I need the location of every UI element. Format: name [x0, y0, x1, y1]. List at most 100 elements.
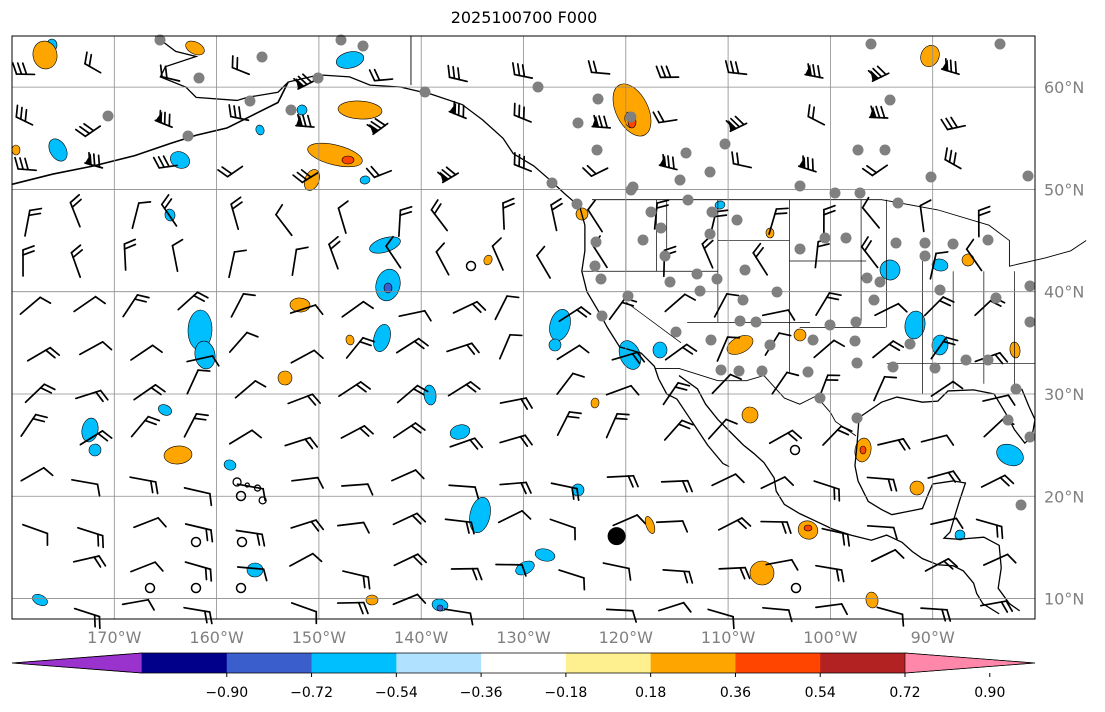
wind-barb — [287, 393, 321, 406]
station-dot — [829, 187, 841, 199]
latitude-tick-label: 50°N — [1044, 180, 1084, 199]
wind-barb — [861, 164, 889, 177]
colorbar-tick-label: 0.54 — [805, 685, 836, 701]
negative-anomaly-region — [359, 175, 371, 185]
station-dot — [704, 228, 716, 240]
station-dot — [655, 222, 667, 234]
wind-barb — [160, 194, 178, 227]
wind-barb — [236, 483, 266, 502]
negative-anomaly-region — [223, 459, 237, 471]
station-dot — [756, 365, 768, 377]
wind-barb — [652, 110, 678, 124]
wind-barb — [452, 300, 487, 314]
positive-anomaly-region — [865, 591, 879, 609]
wind-barb — [662, 382, 691, 406]
station-dot — [154, 34, 166, 46]
positive-anomaly-region — [749, 560, 775, 586]
station-dot — [670, 326, 682, 338]
wind-barb — [724, 60, 748, 76]
station-dot — [571, 198, 583, 210]
station-dot — [691, 268, 703, 280]
wind-barb — [15, 104, 34, 126]
colorbar-tick-label: 0.72 — [889, 685, 920, 701]
station-dot — [625, 184, 637, 196]
wind-barb — [11, 62, 36, 76]
wind-barb — [499, 397, 533, 410]
negative-anomaly-region — [548, 338, 562, 352]
station-dot — [849, 335, 861, 347]
wind-barb — [711, 373, 743, 395]
wind-barb — [290, 349, 324, 364]
station-dot — [1015, 499, 1027, 511]
wind-barb — [815, 603, 848, 616]
station-dot — [1024, 280, 1036, 292]
wind-barb — [815, 564, 845, 583]
wind-barb — [877, 438, 911, 451]
strong-positive-anomaly-region — [859, 445, 867, 455]
station-dot — [1022, 170, 1034, 182]
station-dot — [1024, 431, 1036, 443]
wind-barb — [235, 529, 266, 547]
positive-anomaly-region — [644, 516, 656, 534]
station-dot — [982, 354, 994, 366]
station-dot — [890, 237, 902, 249]
wind-barb — [550, 482, 580, 501]
station-dot — [595, 273, 607, 285]
wind-barb — [495, 563, 527, 577]
negative-anomaly-region — [534, 548, 556, 562]
wind-barb — [446, 342, 480, 355]
wind-barb — [75, 389, 109, 403]
wind-barb — [823, 204, 836, 237]
station-dot — [851, 412, 863, 424]
wind-barb — [341, 483, 374, 496]
colorbar-extend-max — [904, 652, 1036, 674]
wind-barb — [977, 205, 991, 238]
wind-barb — [556, 344, 590, 361]
wind-barb — [502, 197, 515, 230]
wind-barb — [234, 380, 267, 399]
longitude-tick-label: 100°W — [803, 628, 858, 647]
wind-barb — [658, 153, 678, 171]
station-dot — [994, 38, 1006, 50]
station-dot — [884, 94, 896, 106]
positive-anomaly-region — [337, 100, 383, 120]
wind-barb — [660, 479, 693, 493]
wind-barb — [337, 200, 349, 234]
wind-barb — [587, 199, 603, 233]
colorbar-tick-label: −0.36 — [460, 685, 503, 701]
gulf-coastline — [854, 417, 1021, 612]
wind-barb — [807, 104, 826, 126]
wind-barb — [813, 339, 845, 359]
wind-barb — [186, 355, 220, 367]
station-dot — [674, 174, 686, 186]
station-dot — [868, 294, 880, 306]
positive-anomaly-region — [185, 40, 205, 56]
wind-barb — [930, 517, 964, 530]
us-mexico-border — [655, 367, 857, 437]
positive-anomaly-region — [590, 397, 600, 409]
station-dot — [840, 232, 852, 244]
wind-barb — [284, 436, 319, 450]
wind-barb — [605, 608, 637, 623]
wind-barb — [71, 478, 101, 497]
wind-barb — [289, 304, 324, 316]
open-station-circle — [236, 536, 248, 548]
station-dot — [854, 187, 866, 199]
station-dot — [802, 366, 814, 378]
wind-barb — [975, 518, 1004, 540]
colorbar-tick-label: −0.18 — [544, 685, 587, 701]
wind-barb — [716, 336, 741, 362]
wind-barb — [342, 570, 371, 590]
wind-barb — [122, 294, 150, 318]
wind-barb — [133, 517, 167, 529]
wind-barb — [84, 51, 102, 74]
colorbar-tick-label: 0.90 — [974, 685, 1005, 701]
latitude-tick-label: 30°N — [1044, 385, 1084, 404]
wind-barb — [658, 601, 692, 613]
wind-barb — [760, 520, 792, 534]
station-dot — [589, 260, 601, 272]
map-title: 2025100700 F000 — [450, 8, 598, 27]
station-dot — [572, 117, 584, 129]
station-dot — [705, 334, 717, 346]
